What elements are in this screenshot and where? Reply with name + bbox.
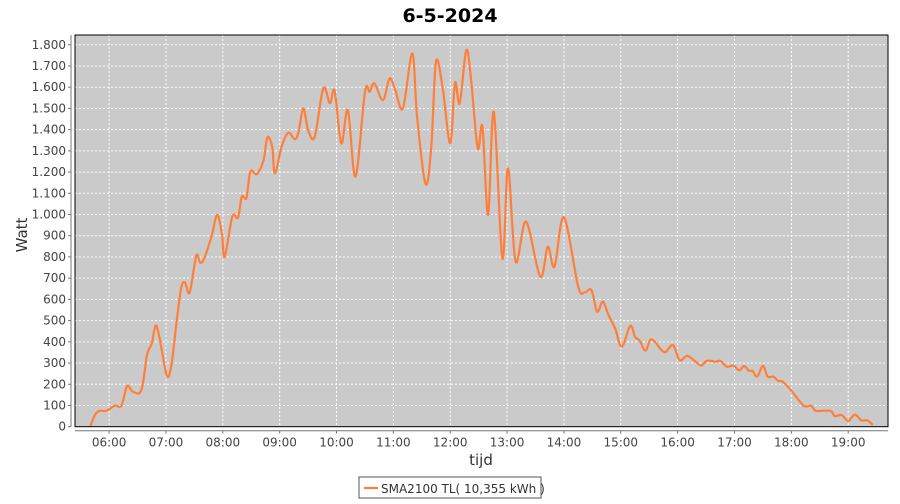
x-tick-label: 17:00 (717, 436, 752, 450)
x-tick-label: 13:00 (490, 436, 525, 450)
legend-label: SMA2100 TL( 10,355 kWh ) (381, 482, 545, 496)
x-tick-label: 07:00 (149, 436, 184, 450)
y-tick-label: 0 (58, 420, 66, 434)
y-tick-label: 1.100 (32, 186, 66, 200)
y-tick-label: 1.700 (32, 59, 66, 73)
x-tick-label: 10:00 (319, 436, 354, 450)
x-tick-label: 18:00 (774, 436, 809, 450)
y-tick-label: 1.200 (32, 165, 66, 179)
grid-lines (75, 35, 888, 427)
y-tick-label: 1.000 (32, 208, 66, 222)
x-axis: 06:00 07:00 08:00 09:00 10:00 11:00 12:00 13:00… (75, 430, 888, 450)
y-tick-label: 700 (43, 271, 66, 285)
legend: SMA2100 TL( 10,355 kWh ) (358, 476, 545, 499)
x-axis-label: tijd (469, 451, 493, 469)
plot-area (75, 35, 888, 427)
y-axis-label: Watt (13, 217, 31, 252)
y-tick-label: 200 (43, 377, 66, 391)
x-tick-label: 15:00 (603, 436, 638, 450)
series-line (89, 48, 874, 428)
y-tick-label: 1.500 (32, 101, 66, 115)
y-tick-label: 400 (43, 335, 66, 349)
x-tick-label: 11:00 (376, 436, 411, 450)
x-tick-label: 14:00 (547, 436, 582, 450)
x-tick-label: 09:00 (262, 436, 297, 450)
y-tick-label: 100 (43, 398, 66, 412)
chart-title: 6-5-2024 (402, 5, 497, 27)
y-tick-label: 1.300 (32, 144, 66, 158)
y-tick-label: 1.600 (32, 80, 66, 94)
y-axis: 0 100 200 300 400 500 600 700 800 900 1.000 1.100 1.… (32, 35, 72, 434)
x-tick-label: 12:00 (433, 436, 468, 450)
x-tick-label: 06:00 (92, 436, 127, 450)
y-tick-label: 600 (43, 292, 66, 306)
x-tick-label: 16:00 (660, 436, 695, 450)
y-tick-label: 1.800 (32, 38, 66, 52)
y-tick-label: 500 (43, 314, 66, 328)
x-tick-label: 08:00 (206, 436, 241, 450)
x-tick-label: 19:00 (831, 436, 866, 450)
y-tick-label: 800 (43, 250, 66, 264)
y-tick-label: 300 (43, 356, 66, 370)
plot-border (74, 34, 889, 428)
y-tick-label: 900 (43, 229, 66, 243)
y-tick-label: 1.400 (32, 123, 66, 137)
